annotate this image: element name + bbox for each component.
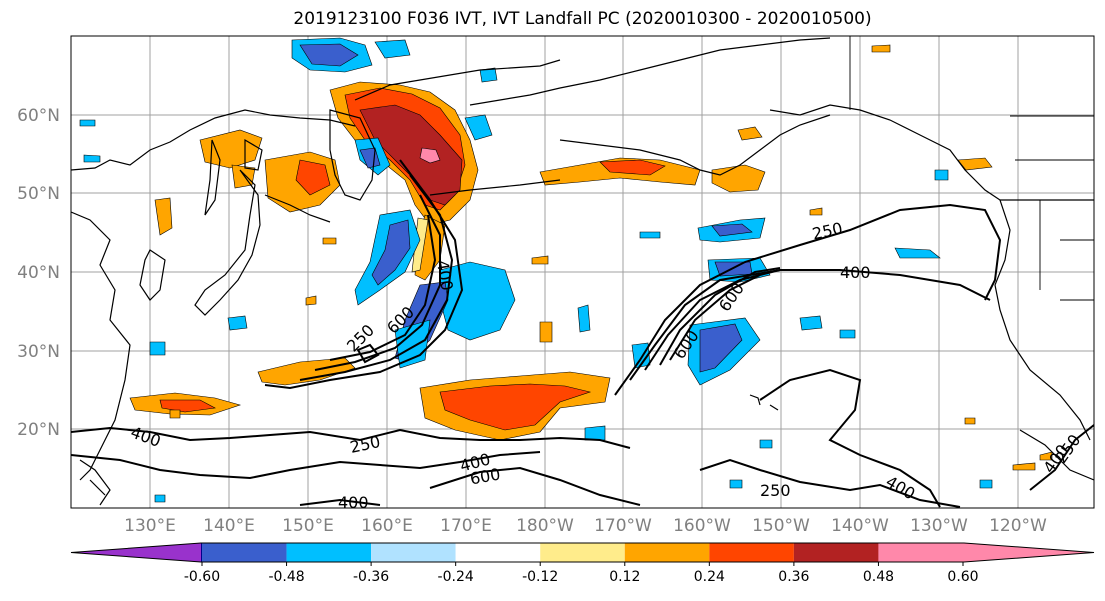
lon-tick-label: 180°W [516,516,574,536]
lon-tick-label: 160°E [361,516,413,536]
lat-gridlines [71,114,1094,430]
colorbar-bin [624,543,710,562]
lat-tick-label: 30°N [17,342,60,362]
colorbar-bin [455,543,541,562]
lon-tick-label: 150°W [752,516,810,536]
lat-tick-label: 40°N [17,263,60,283]
contour-label: 400 [338,493,369,512]
colorbar-label: -0.48 [268,569,304,585]
lat-tick-labels: 60°N 50°N 40°N 30°N 20°N [17,106,60,440]
colorbar-extend-max [964,543,1094,562]
map-frame [70,35,1095,509]
lon-tick-label: 140°E [203,516,255,536]
contour-label: 250 [760,481,791,500]
colorbar-label: -0.12 [522,569,558,585]
colorbar-bin [540,543,625,562]
colorbar-label: 0.12 [609,569,640,585]
colorbar-label: -0.60 [184,569,220,585]
colorbar-label: -0.36 [353,569,389,585]
colorbar-label: 0.60 [947,569,978,585]
contour-label: 400 [840,263,871,282]
colorbar-extend-min [71,543,201,562]
bering-max-pink [419,147,441,164]
colorbar: -0.60 -0.48 -0.36 -0.24 -0.12 0.12 0.24 0.36 0.4… [70,542,1095,585]
colorbar-label: 0.24 [694,569,725,585]
colorbar-label: 0.36 [778,569,809,585]
subtropical-red [439,383,592,431]
colorbar-outline [70,542,1095,563]
lat-tick-label: 60°N [17,106,60,126]
ar-west-blue [371,219,411,286]
colorbar-bin [371,543,456,562]
colorbar-label: -0.24 [438,569,474,585]
ivt-contours [71,159,1094,508]
colorbar-bin [963,543,964,562]
colorbar-bin [793,543,879,562]
lon-tick-label: 170°E [440,516,492,536]
coastlines [71,36,1094,506]
lon-tick-label: 120°W [989,516,1047,536]
bering-max-darkred [359,104,463,206]
colorbar-label: 0.48 [863,569,894,585]
lat-tick-label: 20°N [17,420,60,440]
positive-anomaly-fields [129,44,1053,471]
colorbar-bin [201,543,202,562]
lon-tick-label: 150°E [282,516,334,536]
lon-tick-labels: 130°E 140°E 150°E 160°E 170°E 180°W 170°… [124,516,1047,536]
lon-tick-label: 140°W [831,516,889,536]
colorbar-bin [878,543,963,562]
colorbar-bin [202,543,287,562]
map-title: 2019123100 F036 IVT, IVT Landfall PC (20… [293,9,872,29]
colorbar-bin [286,543,372,562]
lon-tick-label: 160°W [673,516,731,536]
lat-tick-label: 50°N [17,184,60,204]
colorbar-bin [709,543,794,562]
lon-tick-label: 130°E [124,516,176,536]
lon-tick-label: 130°W [910,516,968,536]
lon-tick-label: 170°W [594,516,652,536]
